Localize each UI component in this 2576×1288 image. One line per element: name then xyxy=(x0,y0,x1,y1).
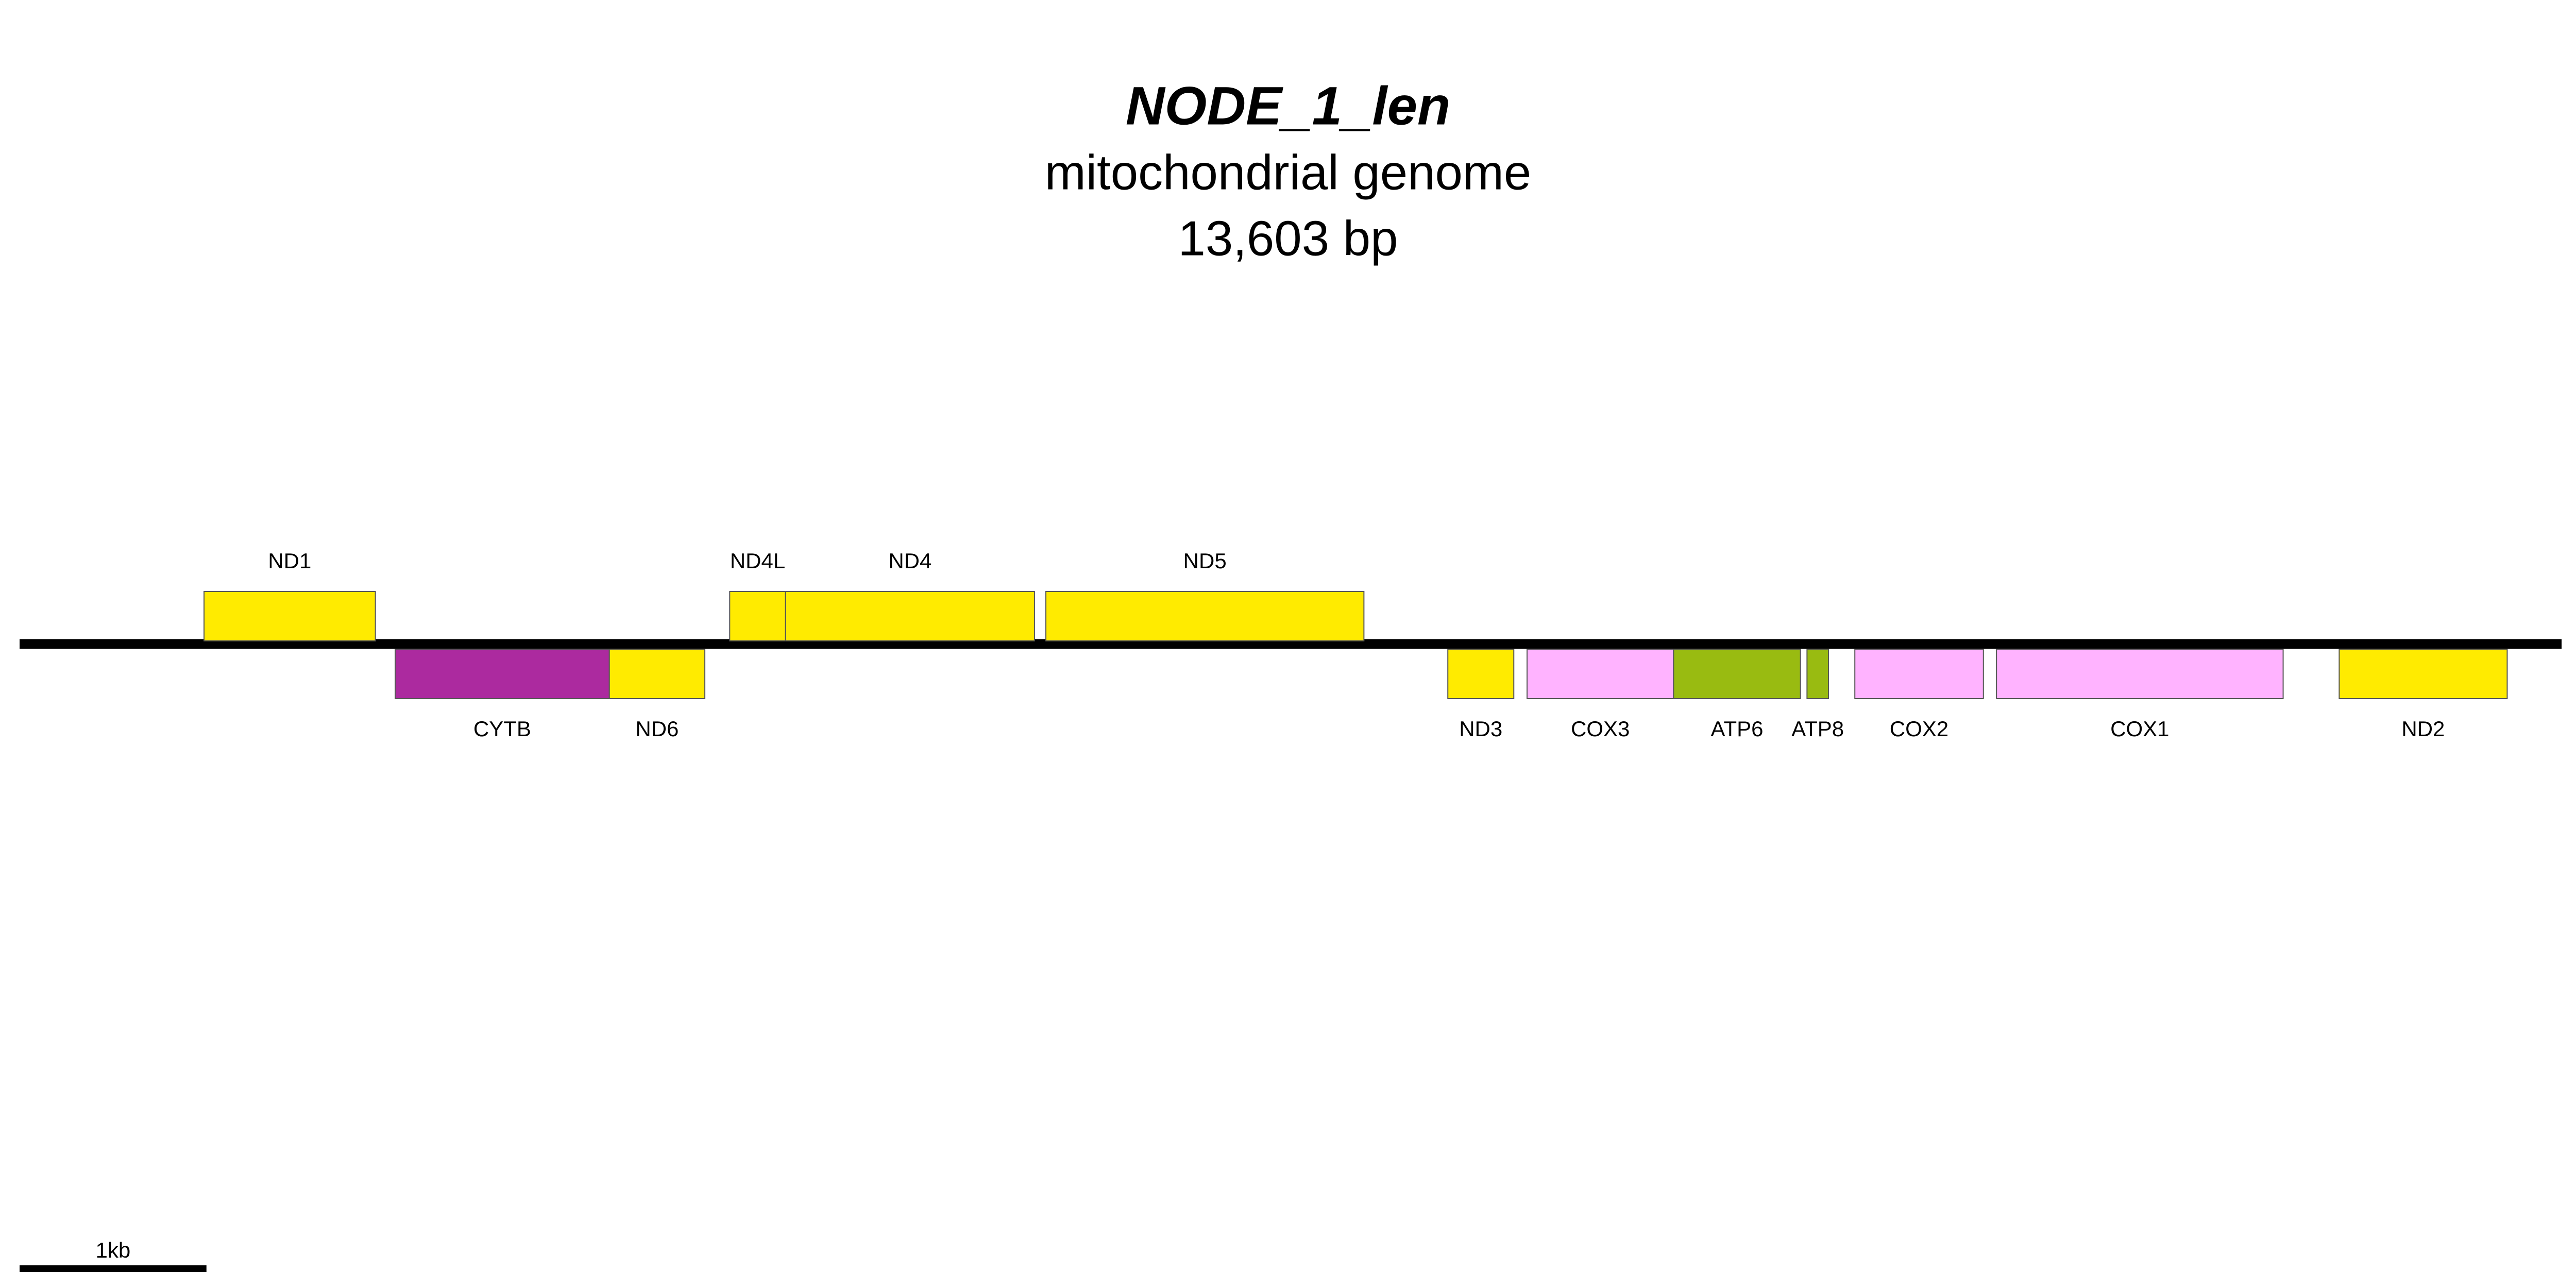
scale-bar-label: 1kb xyxy=(95,1238,130,1262)
gene-box xyxy=(729,591,786,641)
gene-box xyxy=(1527,649,1674,699)
gene-box xyxy=(1447,649,1515,699)
gene-label: ND4L xyxy=(730,549,785,573)
gene-label: ND3 xyxy=(1459,717,1502,741)
gene-label: COX3 xyxy=(1571,717,1630,741)
gene-label: CYTB xyxy=(473,717,531,741)
gene-label: ATP6 xyxy=(1711,717,1764,741)
gene-label: COX2 xyxy=(1890,717,1948,741)
gene-label: ND1 xyxy=(268,549,311,573)
gene-label: COX1 xyxy=(2110,717,2169,741)
gene-box xyxy=(785,591,1035,641)
gene-box xyxy=(2338,649,2508,699)
gene-box xyxy=(1996,649,2284,699)
title: NODE_1_len xyxy=(1126,76,1450,137)
gene-box xyxy=(395,649,610,699)
gene-label: ND4 xyxy=(888,549,931,573)
length-label: 13,603 bp xyxy=(1178,211,1398,266)
gene-box xyxy=(203,591,376,641)
subtitle: mitochondrial genome xyxy=(1045,145,1532,200)
gene-label: ND5 xyxy=(1183,549,1227,573)
scale-bar xyxy=(20,1265,207,1272)
gene-box xyxy=(608,649,706,699)
gene-box xyxy=(1673,649,1801,699)
backbone xyxy=(20,639,2562,649)
gene-box xyxy=(1045,591,1365,641)
gene-label: ND2 xyxy=(2401,717,2445,741)
gene-label: ND6 xyxy=(635,717,679,741)
gene-box xyxy=(1806,649,1829,699)
gene-label: ATP8 xyxy=(1791,717,1844,741)
gene-box xyxy=(1854,649,1984,699)
